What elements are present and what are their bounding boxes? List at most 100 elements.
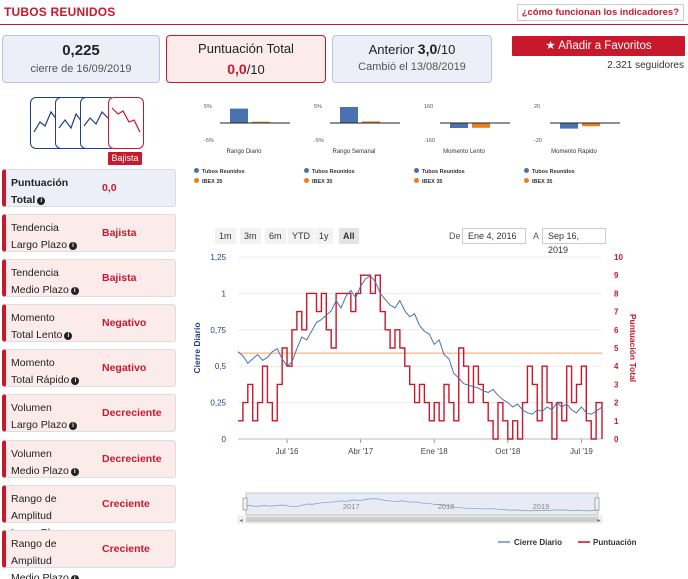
range-button[interactable]: YTD bbox=[288, 228, 314, 244]
indicator-label: Volumen Largo Plazo i bbox=[11, 400, 99, 434]
mini-chart: 5% -5% Rango Semanal Tubos Reunidos IBEX 35 bbox=[300, 100, 408, 190]
scroll-right-icon[interactable]: ▸ bbox=[597, 518, 600, 524]
indicator-card[interactable]: Tendencia Medio Plazo i Bajista bbox=[2, 259, 176, 297]
y-tick-left: 1,25 bbox=[210, 253, 226, 262]
mini-ymax: 20 bbox=[534, 104, 540, 110]
legend-label: Tubos Reunidos bbox=[422, 169, 465, 175]
previous-label: Anterior bbox=[368, 42, 415, 57]
date-to-input[interactable]: Sep 16, 2019 bbox=[542, 228, 606, 255]
indicator-value: Bajista bbox=[102, 227, 137, 239]
y-tick-left: 1 bbox=[222, 289, 227, 298]
bar-company bbox=[450, 123, 468, 128]
indicator-line1: Tendencia bbox=[11, 267, 59, 279]
mini-ymax: 160 bbox=[424, 104, 433, 110]
indicator-label: Tendencia Medio Plazo i bbox=[11, 265, 99, 299]
indicator-line1: Rango de Amplitud bbox=[11, 538, 57, 567]
scrollbar-thumb[interactable] bbox=[246, 517, 598, 522]
legend-label: Tubos Reunidos bbox=[532, 169, 575, 175]
indicator-label: Momento Total Rápido i bbox=[11, 355, 99, 389]
trend-thumb-bajista[interactable] bbox=[108, 97, 144, 149]
score-suffix: /10 bbox=[246, 62, 265, 77]
indicator-line1: Momento bbox=[11, 357, 55, 369]
info-icon[interactable]: i bbox=[71, 377, 80, 385]
indicator-card[interactable]: Puntuación Total i 0,0 bbox=[2, 169, 176, 207]
bar-index bbox=[472, 123, 490, 128]
legend-label: Tubos Reunidos bbox=[202, 169, 245, 175]
bar-index bbox=[252, 121, 270, 124]
range-button[interactable]: All bbox=[339, 228, 359, 244]
navigator-label: 2019 bbox=[533, 502, 550, 511]
previous-changed: Cambió el 13/08/2019 bbox=[358, 61, 466, 73]
mini-legend-item[interactable]: Tubos Reunidos bbox=[414, 168, 465, 175]
range-button[interactable]: 3m bbox=[240, 228, 261, 244]
legend-dot-icon bbox=[194, 168, 199, 173]
date-from-input[interactable]: Ene 4, 2016 bbox=[462, 228, 526, 244]
indicator-card[interactable]: Volumen Largo Plazo i Decreciente bbox=[2, 394, 176, 432]
mini-legend-item[interactable]: IBEX 35 bbox=[524, 178, 552, 185]
favorites-label: Añadir a Favoritos bbox=[558, 40, 652, 52]
indicator-card[interactable]: Volumen Medio Plazo i Decreciente bbox=[2, 440, 176, 478]
mini-legend-item[interactable]: Tubos Reunidos bbox=[194, 168, 245, 175]
bar-index bbox=[362, 121, 380, 123]
score-value: 0,0 bbox=[227, 61, 247, 77]
x-tick-label: Jul '19 bbox=[570, 447, 593, 456]
scroll-left-icon[interactable]: ◂ bbox=[239, 518, 242, 524]
info-icon[interactable]: i bbox=[70, 468, 79, 476]
y-tick-right: 0 bbox=[614, 435, 619, 444]
mini-legend-item[interactable]: IBEX 35 bbox=[414, 178, 442, 185]
mini-legend-item[interactable]: IBEX 35 bbox=[304, 178, 332, 185]
previous-suffix: /10 bbox=[437, 42, 456, 57]
indicator-value: Negativo bbox=[102, 317, 147, 329]
date-to-label: A bbox=[533, 231, 540, 241]
x-tick-label: Abr '17 bbox=[348, 447, 374, 456]
mini-legend-item[interactable]: Tubos Reunidos bbox=[524, 168, 575, 175]
indicator-label: Rango de Amplitud Medio Plazo i bbox=[11, 536, 99, 579]
help-link[interactable]: ¿cómo funcionan los indicadores? bbox=[516, 4, 684, 21]
legend-label: IBEX 35 bbox=[422, 179, 443, 185]
indicator-value: Creciente bbox=[102, 498, 150, 510]
legend-dot-icon bbox=[414, 168, 419, 173]
indicator-card[interactable]: Momento Total Lento i Negativo bbox=[2, 304, 176, 342]
y-tick-left: 0,75 bbox=[210, 326, 226, 335]
y-tick-right: 1 bbox=[614, 417, 619, 426]
mini-chart-title: Rango Diario bbox=[226, 149, 262, 155]
info-icon[interactable]: i bbox=[70, 575, 79, 579]
info-icon[interactable]: i bbox=[69, 422, 78, 430]
y-tick-right: 8 bbox=[614, 289, 619, 298]
indicator-card[interactable]: Momento Total Rápido i Negativo bbox=[2, 349, 176, 387]
info-icon[interactable]: i bbox=[69, 242, 78, 250]
x-tick-label: Ene '18 bbox=[421, 447, 448, 456]
legend-dot-icon bbox=[524, 168, 529, 173]
indicator-card[interactable]: Tendencia Largo Plazo i Bajista bbox=[2, 214, 176, 252]
followers-count: 2.321 seguidores bbox=[607, 60, 684, 71]
navigator-handle-right[interactable] bbox=[594, 497, 600, 511]
navigator-handle-left[interactable] bbox=[242, 497, 248, 511]
mini-ymax: 5% bbox=[314, 104, 322, 110]
info-icon[interactable]: i bbox=[64, 332, 73, 340]
info-icon[interactable]: i bbox=[37, 197, 46, 205]
bar-index bbox=[582, 123, 600, 127]
previous-line: Anterior 3,0/10 bbox=[333, 41, 491, 57]
indicator-line1: Rango de Amplitud bbox=[11, 493, 57, 522]
legend-label: Tubos Reunidos bbox=[312, 169, 355, 175]
bar-company bbox=[560, 123, 578, 129]
indicator-card[interactable]: Rango de Amplitud Medio Plazo i Creciente bbox=[2, 530, 176, 579]
mini-legend-item[interactable]: Tubos Reunidos bbox=[304, 168, 355, 175]
mini-chart: 5% -5% Rango Diario Tubos Reunidos IBEX 35 bbox=[190, 100, 298, 190]
legend-label-score[interactable]: Puntuación bbox=[593, 538, 637, 547]
mini-legend-item[interactable]: IBEX 35 bbox=[194, 178, 222, 185]
range-button[interactable]: 1m bbox=[215, 228, 236, 244]
legend-label-price[interactable]: Cierre Diario bbox=[514, 538, 562, 547]
range-button[interactable]: 6m bbox=[265, 228, 286, 244]
range-button[interactable]: 1y bbox=[315, 228, 333, 244]
indicator-line2: Largo Plazo bbox=[11, 239, 68, 251]
info-icon[interactable]: i bbox=[70, 287, 79, 295]
indicator-line2: Medio Plazo bbox=[11, 284, 69, 296]
trend-tag: Bajista bbox=[108, 152, 142, 165]
indicator-line2: Total Lento bbox=[11, 329, 63, 341]
navigator-label: 2017 bbox=[343, 502, 360, 511]
mini-ymax: 5% bbox=[204, 104, 212, 110]
add-favorites-button[interactable]: ★ Añadir a Favoritos bbox=[512, 36, 685, 56]
